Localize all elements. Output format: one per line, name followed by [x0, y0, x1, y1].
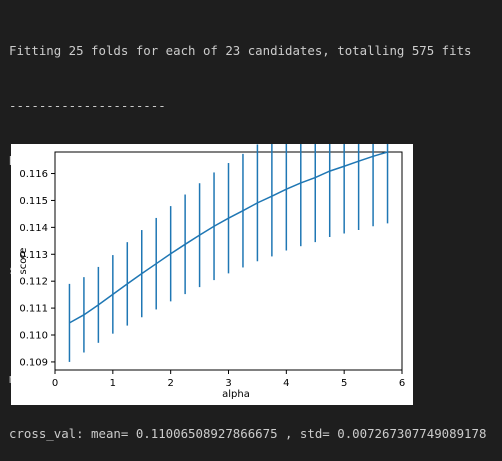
x-axis-ticks: 0 1 2 3 4 5 6	[52, 370, 405, 389]
y-tick-label: 0.115	[19, 196, 48, 207]
x-tick-label: 2	[167, 378, 173, 389]
console-line: cross_val: mean= 0.11006508927866675 , s…	[9, 425, 487, 441]
series-line	[69, 151, 388, 324]
y-tick-label: 0.110	[19, 331, 48, 342]
y-tick-label: 0.114	[19, 223, 48, 234]
y-tick-label: 0.109	[19, 357, 48, 368]
x-tick-label: 4	[283, 378, 289, 389]
x-tick-label: 0	[52, 378, 58, 389]
x-axis-label: alpha	[222, 389, 250, 400]
y-axis-ticks: 0.109 0.110 0.111 0.112 0.113 0.114 0.115 0.116	[19, 169, 55, 368]
console-line: ---------------------	[9, 98, 166, 113]
y-tick-label: 0.113	[19, 250, 48, 261]
x-tick-label: 6	[399, 378, 405, 389]
y-tick-label: 0.111	[19, 304, 48, 315]
console-line: Fitting 25 folds for each of 23 candidat…	[9, 43, 472, 59]
y-axis-label: score	[18, 248, 29, 275]
x-tick-label: 1	[110, 378, 116, 389]
x-tick-label: 3	[225, 378, 231, 389]
y-tick-label: 0.116	[19, 169, 48, 180]
error-bars	[68, 144, 389, 362]
y-tick-label: 0.112	[19, 277, 48, 288]
x-tick-label: 5	[341, 378, 347, 389]
